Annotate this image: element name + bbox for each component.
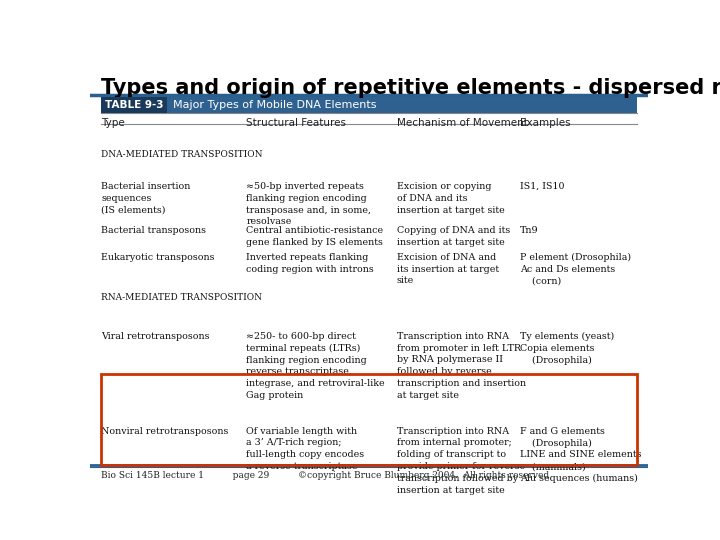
Text: RNA-MEDIATED TRANSPOSITION: RNA-MEDIATED TRANSPOSITION bbox=[101, 293, 262, 302]
Bar bbox=[101, 97, 636, 113]
Text: Nonviral retrotransposons: Nonviral retrotransposons bbox=[101, 427, 228, 436]
Text: Bacterial insertion
sequences
(IS elements): Bacterial insertion sequences (IS elemen… bbox=[101, 182, 191, 215]
Text: Copying of DNA and its
insertion at target site: Copying of DNA and its insertion at targ… bbox=[397, 226, 510, 247]
Text: Structural Features: Structural Features bbox=[246, 118, 346, 128]
Text: Tn9: Tn9 bbox=[520, 226, 539, 235]
Bar bbox=[101, 374, 636, 465]
Text: Bio Sci 145B lecture 1          page 29          ©copyright Bruce Blumberg 2004.: Bio Sci 145B lecture 1 page 29 ©copyrigh… bbox=[101, 471, 549, 481]
Text: ≈250- to 600-bp direct
terminal repeats (LTRs)
flanking region encoding
reverse : ≈250- to 600-bp direct terminal repeats … bbox=[246, 332, 385, 400]
Text: Ty elements (yeast)
Copia elements
    (Drosophila): Ty elements (yeast) Copia elements (Dros… bbox=[520, 332, 614, 364]
Text: Of variable length with
a 3’ A/T-rich region;
full-length copy encodes
a reverse: Of variable length with a 3’ A/T-rich re… bbox=[246, 427, 364, 471]
Text: TABLE 9-3: TABLE 9-3 bbox=[104, 100, 163, 110]
Text: Transcription into RNA
from promoter in left LTR
by RNA polymerase II
followed b: Transcription into RNA from promoter in … bbox=[397, 332, 526, 400]
Text: Excision of DNA and
its insertion at target
site: Excision of DNA and its insertion at tar… bbox=[397, 253, 499, 285]
Text: Excision or copying
of DNA and its
insertion at target site: Excision or copying of DNA and its inser… bbox=[397, 182, 505, 215]
Text: Viral retrotransposons: Viral retrotransposons bbox=[101, 332, 210, 341]
Text: P element (Drosophila)
Ac and Ds elements
    (corn): P element (Drosophila) Ac and Ds element… bbox=[520, 253, 631, 286]
Text: Type: Type bbox=[101, 118, 125, 128]
Text: Central antibiotic-resistance
gene flanked by IS elements: Central antibiotic-resistance gene flank… bbox=[246, 226, 383, 247]
Text: Major Types of Mobile DNA Elements: Major Types of Mobile DNA Elements bbox=[173, 100, 376, 110]
Text: Transcription into RNA
from internal promoter;
folding of transcript to
provide : Transcription into RNA from internal pro… bbox=[397, 427, 525, 495]
Bar bbox=[101, 97, 167, 113]
Text: Bacterial transposons: Bacterial transposons bbox=[101, 226, 206, 235]
Text: IS1, IS10: IS1, IS10 bbox=[520, 182, 564, 191]
Text: DNA-MEDIATED TRANSPOSITION: DNA-MEDIATED TRANSPOSITION bbox=[101, 150, 263, 159]
Text: Mechanism of Movement: Mechanism of Movement bbox=[397, 118, 528, 128]
Text: Inverted repeats flanking
coding region with introns: Inverted repeats flanking coding region … bbox=[246, 253, 374, 274]
Text: Eukaryotic transposons: Eukaryotic transposons bbox=[101, 253, 215, 262]
Text: Types and origin of repetitive elements - dispersed repeated sequences: Types and origin of repetitive elements … bbox=[101, 78, 720, 98]
Text: ≈50-bp inverted repeats
flanking region encoding
transposase and, in some,
resol: ≈50-bp inverted repeats flanking region … bbox=[246, 182, 372, 226]
Text: Examples: Examples bbox=[520, 118, 570, 128]
Text: F and G elements
    (Drosophila)
LINE and SINE elements
    (mammals)
Alu seque: F and G elements (Drosophila) LINE and S… bbox=[520, 427, 642, 483]
